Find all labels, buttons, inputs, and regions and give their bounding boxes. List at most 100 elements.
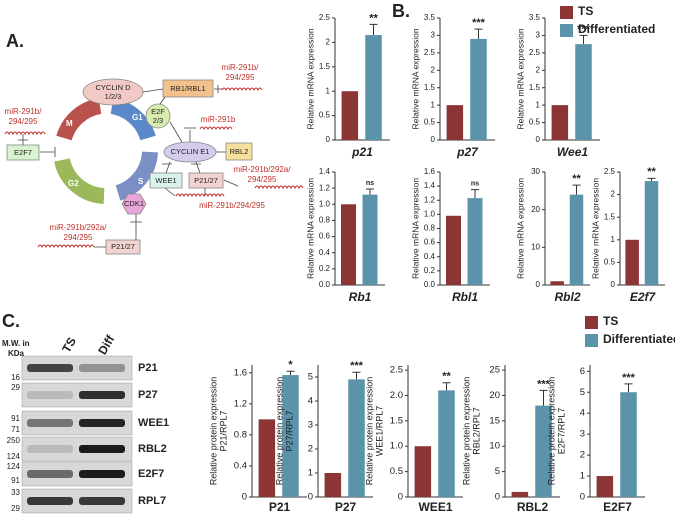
x-axis-label: E2F7 xyxy=(603,500,632,514)
panel-label: C. xyxy=(2,311,20,331)
y-axis-label: Relative mRNA expression xyxy=(305,178,315,279)
squiggle xyxy=(199,126,233,131)
y-tick-label: 0.8 xyxy=(234,429,247,440)
y-tick-label: 0 xyxy=(308,492,313,503)
x-axis-label: E2f7 xyxy=(630,290,657,304)
band xyxy=(27,470,73,478)
y-tick-label: 0.8 xyxy=(424,224,436,233)
lane-label: Diff xyxy=(95,332,118,357)
panel-label: B. xyxy=(392,1,410,21)
significance: ** xyxy=(369,12,378,24)
y-tick-label: 2.5 xyxy=(319,13,331,22)
y-axis-label: Relative mRNA expression xyxy=(590,178,600,279)
band xyxy=(27,364,73,372)
mirna-label: miR-291b/294/295 xyxy=(199,201,265,210)
y-tick-label: 5 xyxy=(308,372,313,383)
y-tick-label: 3 xyxy=(308,420,313,431)
y-tick-label: 0.5 xyxy=(424,118,436,127)
error-bar xyxy=(352,371,361,380)
error-bar xyxy=(471,189,479,199)
significance: ** xyxy=(442,371,451,383)
bar xyxy=(365,35,382,140)
y-tick-label: 25 xyxy=(489,365,500,376)
node-label: 2/3 xyxy=(153,116,163,125)
y-tick-label: 5 xyxy=(495,466,500,477)
y-tick-label: 0.4 xyxy=(319,248,331,257)
mw-marker: 29 xyxy=(11,383,20,392)
y-tick-label: 1.6 xyxy=(234,367,247,378)
band xyxy=(79,445,125,453)
significance: ns xyxy=(471,181,479,188)
y-tick-label: 0.2 xyxy=(424,266,436,275)
significance: *** xyxy=(537,378,551,390)
bar xyxy=(324,473,342,497)
phase-label: M xyxy=(66,119,73,128)
node-shape xyxy=(162,79,214,98)
bar xyxy=(620,392,637,497)
band xyxy=(27,445,73,453)
blot-header: KDa xyxy=(8,349,25,358)
y-tick-label: 0 xyxy=(431,135,436,144)
x-axis-label: P27 xyxy=(335,500,357,514)
x-axis-label: Rbl1 xyxy=(452,290,478,304)
legend-swatch xyxy=(585,316,598,329)
mirna-label: 294/295 xyxy=(64,233,93,242)
y-tick-label: 0 xyxy=(495,492,500,503)
mw-marker: 91 xyxy=(11,414,20,423)
cell-cycle xyxy=(54,98,158,204)
y-tick-label: 10 xyxy=(489,441,500,452)
y-tick-label: 0.8 xyxy=(319,216,331,225)
western-blot xyxy=(21,355,133,514)
connector xyxy=(18,85,239,248)
y-axis-label: Relative protein expression xyxy=(461,377,471,486)
y-axis-label: P21/RPL7 xyxy=(218,410,228,451)
y-tick-label: 0 xyxy=(398,492,403,503)
legend-label: Differentiated xyxy=(603,332,675,346)
y-axis-label: Relative protein expression xyxy=(546,377,556,486)
y-tick-label: 0.6 xyxy=(319,232,331,241)
significance: ** xyxy=(647,166,656,178)
node-shape xyxy=(225,142,253,161)
y-tick-label: 0.2 xyxy=(319,264,331,273)
y-tick-label: 1.0 xyxy=(390,441,403,452)
mw-marker: 124 xyxy=(7,452,21,461)
band xyxy=(27,391,73,399)
y-tick-label: 0.5 xyxy=(529,118,541,127)
bar xyxy=(414,446,432,497)
mirna-label: 294/295 xyxy=(248,175,277,184)
diagram-shapes xyxy=(6,78,253,255)
y-axis-label: Relative mRNA expression xyxy=(515,178,525,279)
x-axis-label: RBL2 xyxy=(517,500,549,514)
mw-marker: 29 xyxy=(11,504,20,513)
squiggle xyxy=(4,131,46,136)
legend-swatch xyxy=(585,334,598,347)
node-label: RB1/RBL1 xyxy=(170,84,205,93)
y-axis-label: Relative mRNA expression xyxy=(515,28,525,129)
node-label: WEE1 xyxy=(155,176,176,185)
protein-label: P27 xyxy=(138,389,158,401)
x-axis-label: WEE1 xyxy=(418,500,452,514)
node-shape xyxy=(145,103,171,129)
protein-label: WEE1 xyxy=(138,417,169,429)
squiggle xyxy=(37,244,95,249)
x-axis-label: p27 xyxy=(456,145,479,159)
mw-marker: 124 xyxy=(7,462,21,471)
node-label: E2F xyxy=(151,107,165,116)
y-axis-label: Relative protein expression xyxy=(208,377,218,486)
squiggle xyxy=(175,193,225,198)
mw-marker: 71 xyxy=(11,425,20,434)
y-tick-label: 0 xyxy=(242,492,247,503)
y-tick-label: 0 xyxy=(580,492,585,503)
y-tick-label: 3 xyxy=(536,31,541,40)
node-label: E2F7 xyxy=(14,148,32,157)
bar xyxy=(596,476,614,497)
y-axis-label: E2F7/RPL7 xyxy=(556,408,566,455)
y-tick-label: 1 xyxy=(580,471,585,482)
error-bar xyxy=(369,23,378,36)
panel-label: A. xyxy=(6,31,24,51)
y-tick-label: 1.2 xyxy=(319,183,331,192)
band xyxy=(79,419,125,427)
y-tick-label: 6 xyxy=(580,366,585,377)
y-tick-label: 3 xyxy=(431,31,436,40)
